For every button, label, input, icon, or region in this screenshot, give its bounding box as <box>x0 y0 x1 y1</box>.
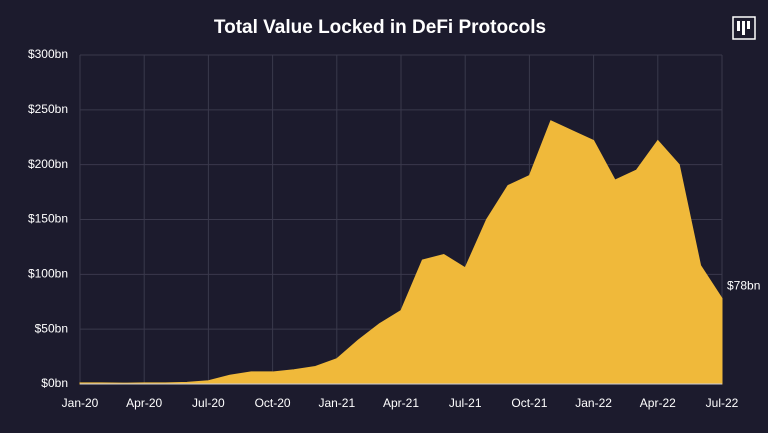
x-tick-label: Oct-21 <box>511 396 547 410</box>
x-tick-label: Apr-22 <box>640 396 676 410</box>
x-tick-label: Jan-21 <box>318 396 355 410</box>
x-tick-label: Jan-22 <box>575 396 612 410</box>
logo <box>732 16 756 40</box>
y-tick-label: $150bn <box>28 212 68 226</box>
y-tick-label: $50bn <box>35 321 68 335</box>
y-tick-label: $300bn <box>28 47 68 61</box>
y-tick-label: $100bn <box>28 267 68 281</box>
x-tick-label: Oct-20 <box>255 396 291 410</box>
chart-title: Total Value Locked in DeFi Protocols <box>214 17 546 38</box>
x-tick-label: Apr-20 <box>126 396 162 410</box>
x-tick-label: Jul-20 <box>192 396 225 410</box>
x-tick-label: Apr-21 <box>383 396 419 410</box>
y-tick-label: $250bn <box>28 102 68 116</box>
end-label: $78bn <box>727 279 760 293</box>
area <box>79 120 723 385</box>
x-tick-label: Jul-21 <box>449 396 482 410</box>
x-tick-label: Jul-22 <box>706 396 739 410</box>
y-tick-label: $0bn <box>41 376 68 390</box>
y-tick-label: $200bn <box>28 157 68 171</box>
x-tick-label: Jan-20 <box>62 396 99 410</box>
